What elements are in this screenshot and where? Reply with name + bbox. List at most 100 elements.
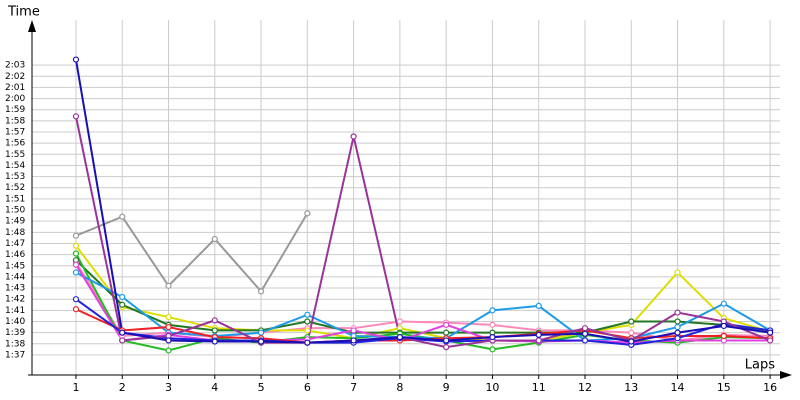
y-tick-label: 1:50 bbox=[5, 206, 25, 216]
y-tick-label: 1:45 bbox=[5, 261, 25, 271]
point bbox=[350, 337, 357, 344]
point bbox=[489, 307, 496, 314]
point bbox=[72, 306, 80, 313]
y-tick-label: 1:43 bbox=[5, 284, 25, 294]
x-tick-label: 5 bbox=[258, 381, 265, 394]
y-tick-label: 1:49 bbox=[5, 217, 25, 227]
point bbox=[72, 232, 80, 239]
plot-area bbox=[72, 56, 774, 354]
x-tick-label: 15 bbox=[717, 381, 731, 394]
point bbox=[72, 250, 80, 257]
point bbox=[720, 300, 727, 307]
point bbox=[257, 288, 265, 295]
point bbox=[535, 302, 542, 309]
point bbox=[581, 330, 589, 337]
point bbox=[165, 337, 172, 344]
point bbox=[119, 301, 126, 308]
point bbox=[720, 332, 727, 340]
x-tick-label: 12 bbox=[578, 381, 592, 394]
y-axis-title: Time bbox=[7, 5, 40, 20]
point bbox=[628, 329, 635, 336]
point bbox=[211, 317, 218, 324]
y-tick-label: 2:03 bbox=[5, 61, 25, 71]
x-axis-arrow bbox=[780, 371, 792, 379]
series-line bbox=[74, 116, 771, 349]
y-tick-label: 1:57 bbox=[5, 128, 25, 138]
point bbox=[674, 318, 681, 325]
point bbox=[535, 337, 542, 344]
point bbox=[443, 329, 450, 336]
x-tick-label: 8 bbox=[396, 381, 403, 394]
y-tick-label: 1:56 bbox=[5, 139, 25, 149]
point bbox=[304, 339, 311, 346]
x-tick-label: 7 bbox=[350, 381, 357, 394]
y-tick-label: 1:59 bbox=[5, 105, 25, 115]
y-tick-label: 1:40 bbox=[5, 317, 25, 327]
point bbox=[767, 329, 774, 336]
x-tick-label: 10 bbox=[485, 381, 499, 394]
point bbox=[443, 337, 450, 344]
point bbox=[211, 235, 218, 243]
x-tick-label: 4 bbox=[211, 381, 218, 394]
x-axis-title: Laps bbox=[745, 358, 775, 373]
point bbox=[119, 293, 126, 301]
point bbox=[674, 269, 681, 276]
point bbox=[628, 318, 635, 325]
point bbox=[72, 113, 80, 120]
point bbox=[165, 282, 172, 289]
point bbox=[628, 338, 635, 345]
x-tick-label: 2 bbox=[119, 381, 126, 394]
point bbox=[674, 329, 681, 336]
x-tick-label: 3 bbox=[165, 381, 172, 394]
point bbox=[720, 322, 727, 330]
x-tick-label: 11 bbox=[532, 381, 546, 394]
point bbox=[581, 337, 589, 344]
y-tick-label: 1:37 bbox=[5, 350, 25, 360]
series-line bbox=[75, 298, 771, 346]
y-tick-label: 1:55 bbox=[5, 150, 25, 160]
point bbox=[443, 344, 450, 351]
point bbox=[211, 327, 218, 334]
y-tick-label: 1:39 bbox=[5, 328, 25, 338]
series-line bbox=[75, 271, 771, 342]
point bbox=[165, 323, 172, 331]
y-tick-label: 2:01 bbox=[5, 83, 25, 93]
y-tick-label: 1:38 bbox=[5, 339, 25, 349]
point bbox=[165, 347, 172, 354]
y-axis-arrow bbox=[28, 20, 36, 32]
y-tick-label: 1:53 bbox=[5, 172, 25, 182]
y-tick-label: 1:42 bbox=[5, 295, 25, 305]
point bbox=[72, 261, 80, 268]
y-tick-label: 1:54 bbox=[5, 161, 25, 171]
y-tick-label: 1:48 bbox=[5, 228, 25, 238]
x-tick-label: 9 bbox=[443, 381, 450, 394]
series-line bbox=[75, 264, 771, 344]
point bbox=[72, 242, 80, 249]
point bbox=[304, 210, 311, 217]
grid bbox=[32, 20, 780, 375]
point bbox=[304, 311, 311, 318]
y-tick-label: 1:41 bbox=[5, 306, 25, 316]
point bbox=[581, 325, 589, 332]
point bbox=[489, 321, 496, 328]
y-tick-label: 2:00 bbox=[5, 94, 25, 104]
point bbox=[674, 335, 681, 342]
point bbox=[304, 327, 311, 334]
point bbox=[211, 338, 218, 345]
point bbox=[72, 296, 80, 303]
x-tick-label: 14 bbox=[671, 381, 685, 394]
point bbox=[489, 334, 496, 341]
point bbox=[443, 321, 450, 328]
point bbox=[396, 334, 403, 341]
y-tick-label: 1:52 bbox=[5, 183, 25, 193]
x-tick-label: 13 bbox=[624, 381, 638, 394]
point bbox=[304, 318, 311, 325]
point bbox=[767, 337, 774, 344]
point bbox=[165, 313, 172, 321]
y-tick-label: 1:58 bbox=[5, 116, 25, 126]
y-tick-label: 1:44 bbox=[5, 272, 25, 282]
y-tick-label: 1:47 bbox=[5, 239, 25, 249]
x-tick-label: 1 bbox=[72, 381, 79, 394]
x-tick-label: 6 bbox=[304, 381, 311, 394]
